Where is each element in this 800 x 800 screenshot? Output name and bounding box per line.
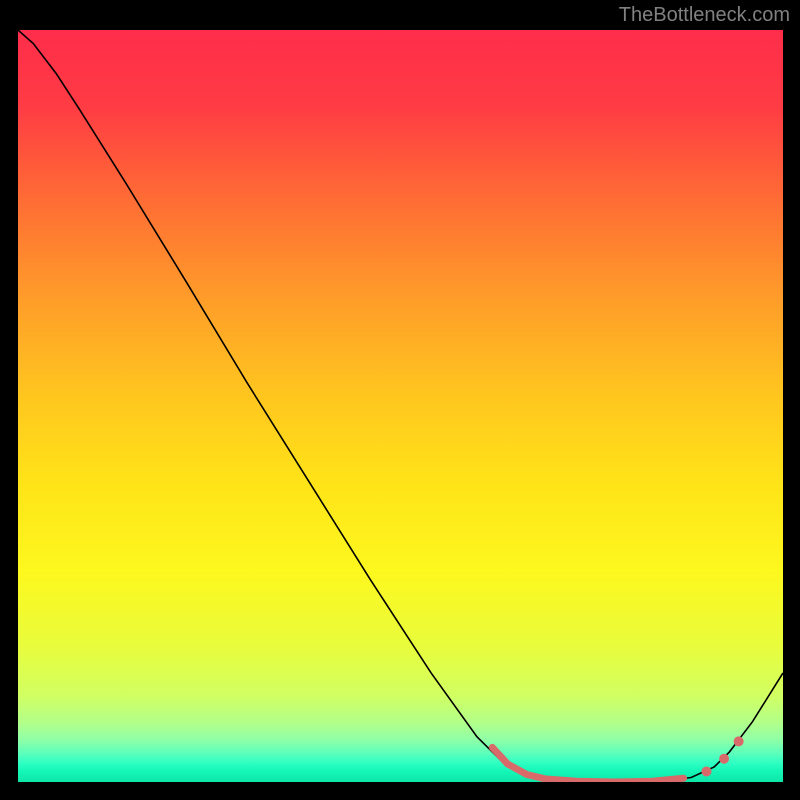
chart-dot: [702, 766, 712, 776]
chart-svg: [18, 30, 783, 782]
watermark-text: TheBottleneck.com: [619, 4, 790, 27]
chart-background: [18, 30, 783, 782]
chart-dot: [734, 736, 744, 746]
chart-plot-area: [18, 30, 783, 782]
chart-dot: [719, 754, 729, 764]
